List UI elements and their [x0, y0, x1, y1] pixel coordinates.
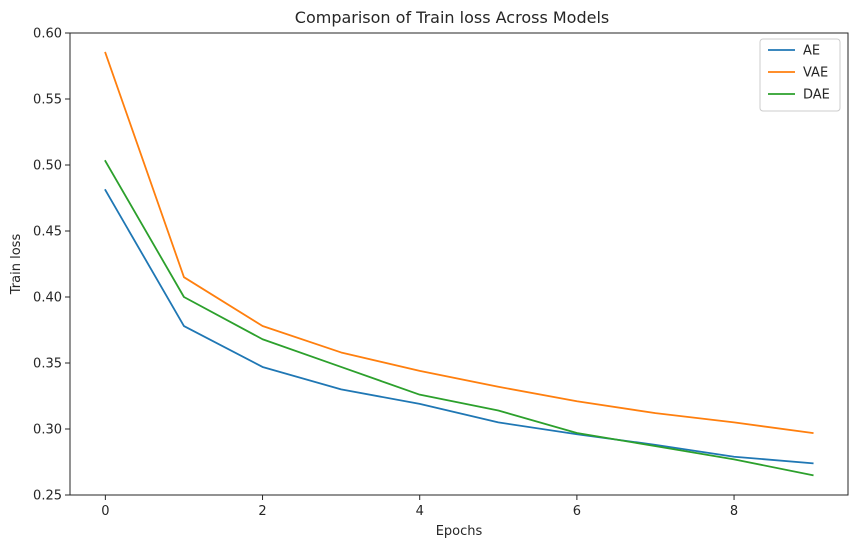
chart-title: Comparison of Train loss Across Models: [295, 8, 609, 27]
legend-label-ae: AE: [803, 44, 820, 59]
ticks-layer: 0 2 4 6 8 0.25 0.30 0.35 0.40 0.45 0.50 0.55 0.60: [33, 27, 738, 520]
series-line-ae: [104, 188, 814, 465]
x-axis-label: Epochs: [436, 524, 483, 539]
legend-label-vae: VAE: [803, 66, 828, 81]
series-line-vae: [104, 51, 814, 434]
y-tick-label: 0.40: [33, 291, 62, 306]
y-tick-label: 0.45: [33, 225, 62, 240]
y-tick-label: 0.30: [33, 423, 62, 438]
y-tick-label: 0.35: [33, 357, 62, 372]
legend-box: [759, 38, 841, 112]
y-axis-label: Train loss: [9, 234, 24, 296]
x-tick-label: 4: [416, 504, 424, 519]
y-tick-label: 0.50: [33, 159, 62, 174]
plot-frame: [69, 32, 849, 496]
series-layer: [104, 51, 814, 477]
x-tick-label: 2: [258, 504, 266, 519]
y-tick-label: 0.25: [33, 489, 62, 504]
legend: AE VAE DAE: [759, 38, 841, 112]
x-tick-label: 6: [573, 504, 581, 519]
series-line-dae: [104, 159, 814, 477]
legend-label-dae: DAE: [803, 88, 830, 103]
x-tick-label: 8: [730, 504, 738, 519]
y-tick-label: 0.60: [33, 27, 62, 42]
x-tick-label: 0: [101, 504, 109, 519]
y-tick-label: 0.55: [33, 93, 62, 108]
